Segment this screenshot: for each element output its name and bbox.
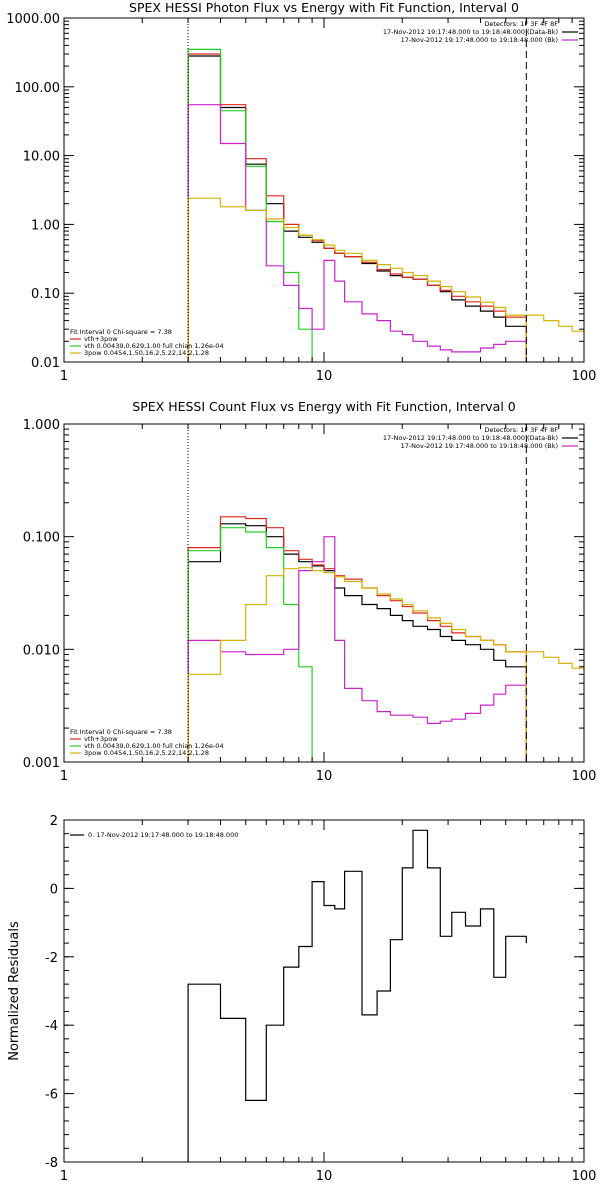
legend-bottom-entry: Fit Interval 0 Chi-square = 7.38 <box>70 328 172 336</box>
chart-title: SPEX HESSI Count Flux vs Energy with Fit… <box>132 399 515 414</box>
y-axis-label: Normalized Residuals <box>7 921 22 1061</box>
chart-title: SPEX HESSI Photon Flux vs Energy with Fi… <box>129 0 519 15</box>
axes-frame <box>63 819 585 1163</box>
legend-bottom-entry: vth+3pow <box>84 335 118 343</box>
plot-area <box>187 516 584 762</box>
y-tick-label: 0.100 <box>23 531 60 546</box>
y-tick-label: 100.00 <box>15 81 61 96</box>
count-flux-panel: SPEX HESSI Count Flux vs Energy with Fit… <box>23 399 597 784</box>
legend-top-entry: 17-Nov-2012 19:17:48.000 to 19:18:48.000… <box>401 442 558 450</box>
legend-top-entry: 17-Nov-2012 19:17:48.000 to 19:18:48.000… <box>383 28 558 36</box>
legend-bottom-entry: 3pow 0.0454,1.50,16.2,5.22,14.2,1.28 <box>84 749 209 757</box>
legend-bottom-entry: vth 0.00439,0.629,1.00 full chian 1.26e-… <box>84 342 224 350</box>
legend-bottom-entry: Fit Interval 0 Chi-square = 7.38 <box>70 728 172 736</box>
series-line <box>187 829 527 1162</box>
y-tick-label: 0.01 <box>31 356 60 371</box>
y-tick-label: 10.00 <box>23 150 60 165</box>
plot-area <box>187 48 584 362</box>
plot-area <box>187 829 527 1162</box>
model-extension-line <box>526 651 584 669</box>
series-line <box>187 523 527 762</box>
series-line <box>187 567 527 762</box>
legend-entry: 0. 17-Nov-2012 19:17:48.000 to 19:18:48.… <box>88 831 238 839</box>
photon-flux-panel: SPEX HESSI Photon Flux vs Energy with Fi… <box>6 0 596 384</box>
legend-top-entry: Detectors: 1F 3F 4F 8F <box>484 426 558 434</box>
series-line <box>187 55 527 362</box>
legend-top-entry: Detectors: 1F 3F 4F 8F <box>484 20 558 28</box>
series-line <box>187 527 325 762</box>
y-tick-label: 1.00 <box>31 218 60 233</box>
y-tick-label: 2 <box>50 814 58 829</box>
y-tick-label: -4 <box>45 1019 58 1034</box>
legend-top-entry: 17-Nov-2012 19:17:48.000 to 19:18:48.000… <box>383 434 558 442</box>
y-tick-label: 0.10 <box>31 287 60 302</box>
x-tick-label: 1 <box>60 769 68 784</box>
x-tick-label: 1 <box>60 369 68 384</box>
series-line <box>187 48 313 362</box>
legend-bottom-entry: vth+3pow <box>84 735 118 743</box>
model-extension-line <box>526 314 584 332</box>
legend-bottom-entry: vth 0.00439,0.629,1.00 full chian 1.26e-… <box>84 742 224 750</box>
y-tick-label: -8 <box>45 1156 58 1171</box>
x-tick-label: 10 <box>316 769 333 784</box>
y-tick-label: 0 <box>50 882 58 897</box>
y-tick-label: -6 <box>45 1088 58 1103</box>
legend-bottom-entry: 3pow 0.0454,1.50,16.2,5.22,14.2,1.28 <box>84 349 209 357</box>
x-tick-label: 100 <box>572 369 597 384</box>
y-tick-label: -2 <box>45 951 58 966</box>
series-line <box>187 197 527 362</box>
series-line <box>187 516 527 762</box>
x-tick-label: 100 <box>572 1169 597 1184</box>
x-tick-label: 10 <box>316 1169 333 1184</box>
x-tick-label: 10 <box>316 369 333 384</box>
legend-top-entry: 17-Nov-2012 19:17:48.000 to 19:18:48.000… <box>401 36 558 44</box>
series-line <box>187 53 527 362</box>
series-line <box>187 104 527 362</box>
y-tick-label: 0.001 <box>23 756 60 771</box>
residuals-panel: Normalized Residuals 1 10 100 -8 -6 -4 -2 0 2 0. 1… <box>7 814 596 1184</box>
axes-frame <box>63 423 585 763</box>
y-tick-label: 0.010 <box>23 643 60 658</box>
x-tick-label: 100 <box>572 769 597 784</box>
x-tick-label: 1 <box>60 1169 68 1184</box>
y-tick-label: 1.000 <box>23 418 60 433</box>
y-tick-label: 1000.00 <box>6 12 60 27</box>
series-line <box>187 536 527 762</box>
